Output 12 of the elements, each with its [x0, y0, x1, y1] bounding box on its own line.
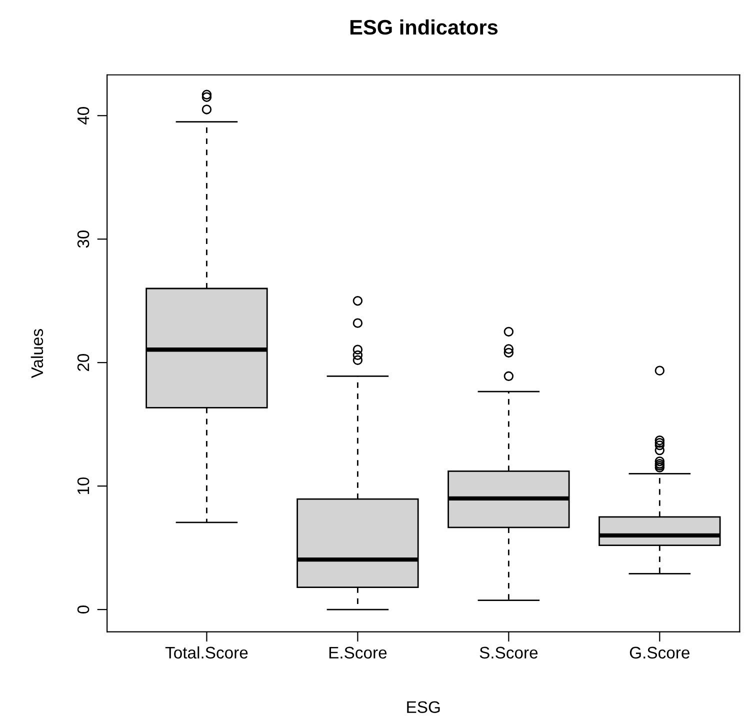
x-axis-title: ESG: [407, 701, 440, 714]
x-tick-label: E.Score: [329, 646, 387, 659]
y-tick-label: 10: [77, 477, 90, 494]
x-tick-label: S.Score: [480, 646, 538, 659]
y-axis-title: Values: [30, 329, 44, 378]
x-tick-label: Total.Score: [165, 646, 248, 659]
y-tick-label: 20: [77, 354, 90, 372]
y-tick-label: 0: [77, 606, 90, 614]
chart-title: ESG indicators: [350, 19, 498, 35]
y-tick-label: 30: [77, 230, 90, 248]
y-tick-label: 40: [77, 107, 90, 125]
x-tick-label: G.Score: [630, 646, 690, 659]
